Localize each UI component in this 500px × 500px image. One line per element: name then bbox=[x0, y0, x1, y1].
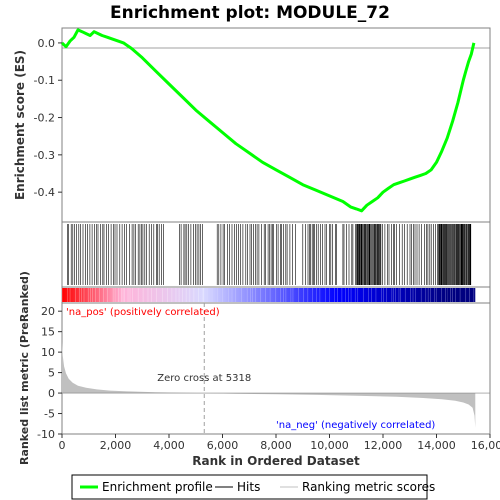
es-y-tick-label: -0.1 bbox=[34, 74, 55, 87]
es-panel bbox=[61, 27, 491, 223]
chart-title: Enrichment plot: MODULE_72 bbox=[110, 3, 390, 23]
x-tick-label: 0 bbox=[59, 439, 66, 452]
hits-bars bbox=[67, 224, 472, 285]
color-bar-segment bbox=[447, 288, 476, 302]
legend-label: Hits bbox=[237, 480, 260, 494]
legend-label: Enrichment profile bbox=[102, 480, 213, 494]
color-bar-segment bbox=[203, 288, 338, 302]
enrichment-profile-line bbox=[60, 28, 476, 213]
legend: Enrichment profile Hits Ranking metric sco… bbox=[71, 474, 435, 500]
es-y-axis-label: Enrichment score (ES) bbox=[13, 50, 27, 200]
metric-y-tick-label: 20 bbox=[41, 305, 55, 318]
metric-y-ticks: 20 15 10 5 0 -5 -10 bbox=[37, 305, 62, 441]
color-bar-segment bbox=[62, 288, 124, 302]
x-tick-label: 16,000 bbox=[471, 439, 500, 452]
metric-y-tick-label: 10 bbox=[41, 346, 55, 359]
color-bar-segment bbox=[337, 288, 448, 302]
metric-y-tick-label: 5 bbox=[48, 367, 55, 380]
hits-panel bbox=[61, 221, 491, 288]
metric-y-tick-label: 0 bbox=[48, 387, 55, 400]
metric-y-tick-label: -10 bbox=[37, 428, 55, 441]
x-tick-label: 4,000 bbox=[153, 439, 185, 452]
color-bar-segment bbox=[123, 288, 204, 302]
es-y-tick-label: -0.2 bbox=[34, 112, 55, 125]
es-y-tick-label: -0.4 bbox=[34, 186, 55, 199]
metric-y-tick-label: 15 bbox=[41, 326, 55, 339]
x-axis-label: Rank in Ordered Dataset bbox=[192, 454, 360, 468]
x-ticks: 0 2,000 4,000 6,000 8,000 10,000 12,000 14,000 1… bbox=[59, 434, 500, 452]
x-tick-label: 6,000 bbox=[207, 439, 239, 452]
positive-correlation-label: 'na_pos' (positively correlated) bbox=[66, 307, 220, 318]
x-tick-label: 14,000 bbox=[417, 439, 456, 452]
legend-box bbox=[71, 474, 428, 500]
metric-y-tick-label: -5 bbox=[44, 408, 55, 421]
negative-correlation-label: 'na_neg' (negatively correlated) bbox=[276, 420, 435, 431]
es-y-ticks: 0.0 -0.1 -0.2 -0.3 -0.4 bbox=[34, 37, 62, 199]
es-y-tick-label: -0.3 bbox=[34, 149, 55, 162]
rank-color-bar bbox=[61, 288, 476, 302]
x-tick-label: 8,000 bbox=[260, 439, 292, 452]
metric-panel bbox=[61, 302, 491, 435]
x-tick-label: 2,000 bbox=[100, 439, 132, 452]
metric-y-axis-label: Ranked list metric (PreRanked) bbox=[18, 271, 31, 465]
x-tick-label: 10,000 bbox=[310, 439, 349, 452]
x-tick-label: 12,000 bbox=[364, 439, 403, 452]
legend-label: Ranking metric scores bbox=[302, 480, 435, 494]
zero-cross-label: Zero cross at 5318 bbox=[157, 373, 251, 384]
es-y-tick-label: 0.0 bbox=[38, 37, 56, 50]
